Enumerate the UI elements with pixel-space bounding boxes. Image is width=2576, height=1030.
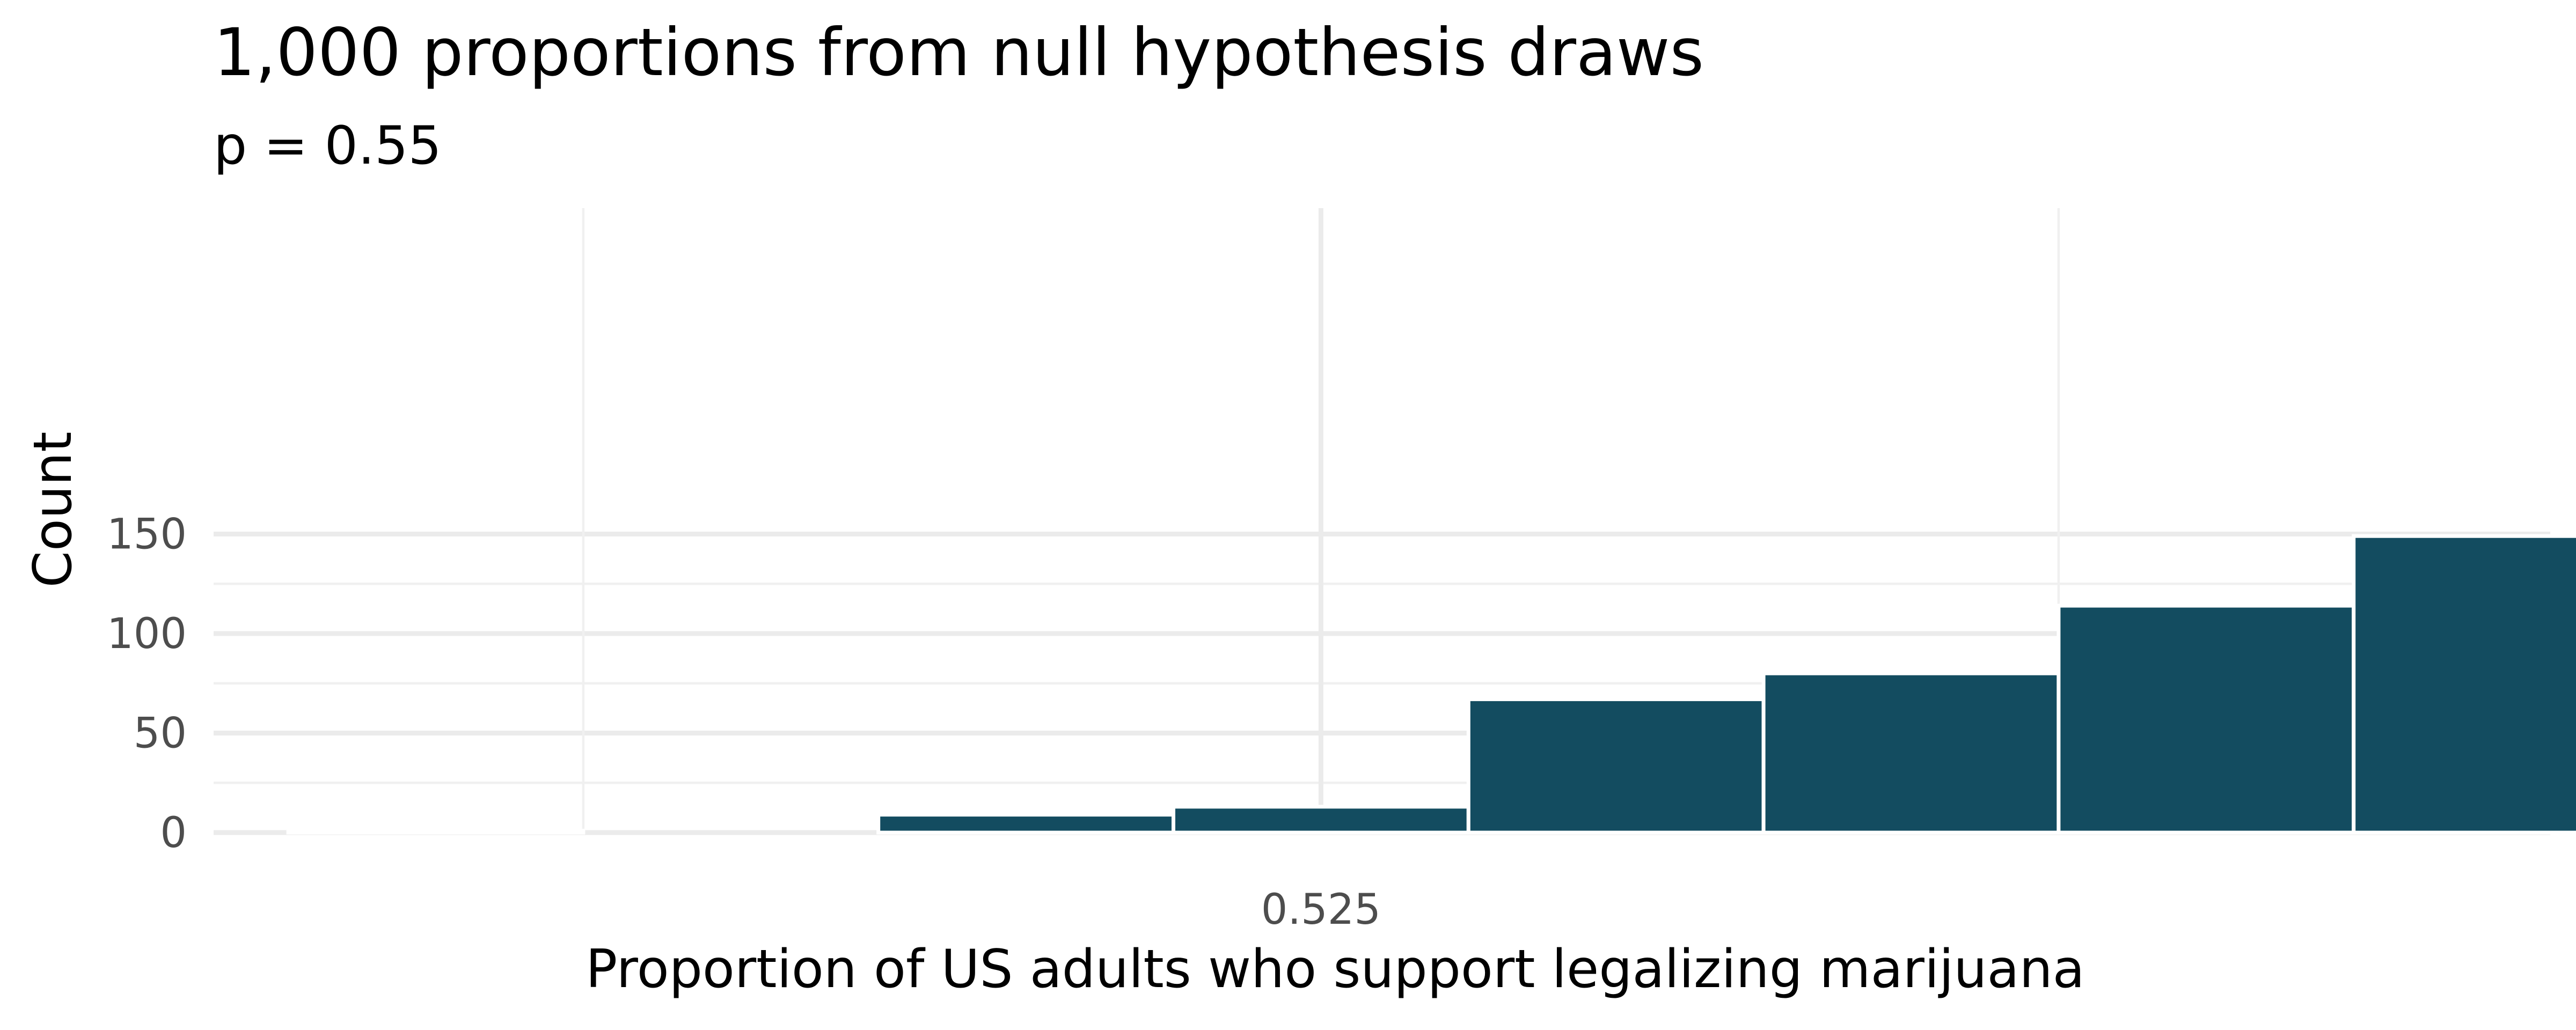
- bars: [286, 534, 2576, 835]
- y-tick-label: 100: [107, 610, 187, 658]
- histogram-bar: [1172, 805, 1470, 835]
- x-axis-title: Proportion of US adults who support lega…: [586, 939, 2084, 1000]
- chart-title: 1,000 proportions from null hypothesis d…: [214, 14, 1704, 91]
- x-tick-label: 0.525: [1261, 886, 1381, 934]
- histogram-bar: [286, 828, 586, 835]
- y-tick-label: 50: [134, 710, 187, 758]
- y-tick-label: 150: [107, 511, 187, 559]
- y-axis-ticks: 0 50 100 150: [107, 511, 187, 858]
- grid: [214, 208, 2550, 835]
- y-axis-title: Count: [23, 431, 84, 587]
- histogram-bar: [2057, 604, 2356, 835]
- chart-subtitle: p = 0.55: [214, 115, 442, 176]
- histogram-bar: [1761, 671, 2061, 835]
- y-tick-label: 0: [160, 809, 187, 857]
- histogram-bar: [1466, 697, 1766, 835]
- histogram-bar: [876, 813, 1175, 835]
- histogram-bar: [2352, 534, 2576, 835]
